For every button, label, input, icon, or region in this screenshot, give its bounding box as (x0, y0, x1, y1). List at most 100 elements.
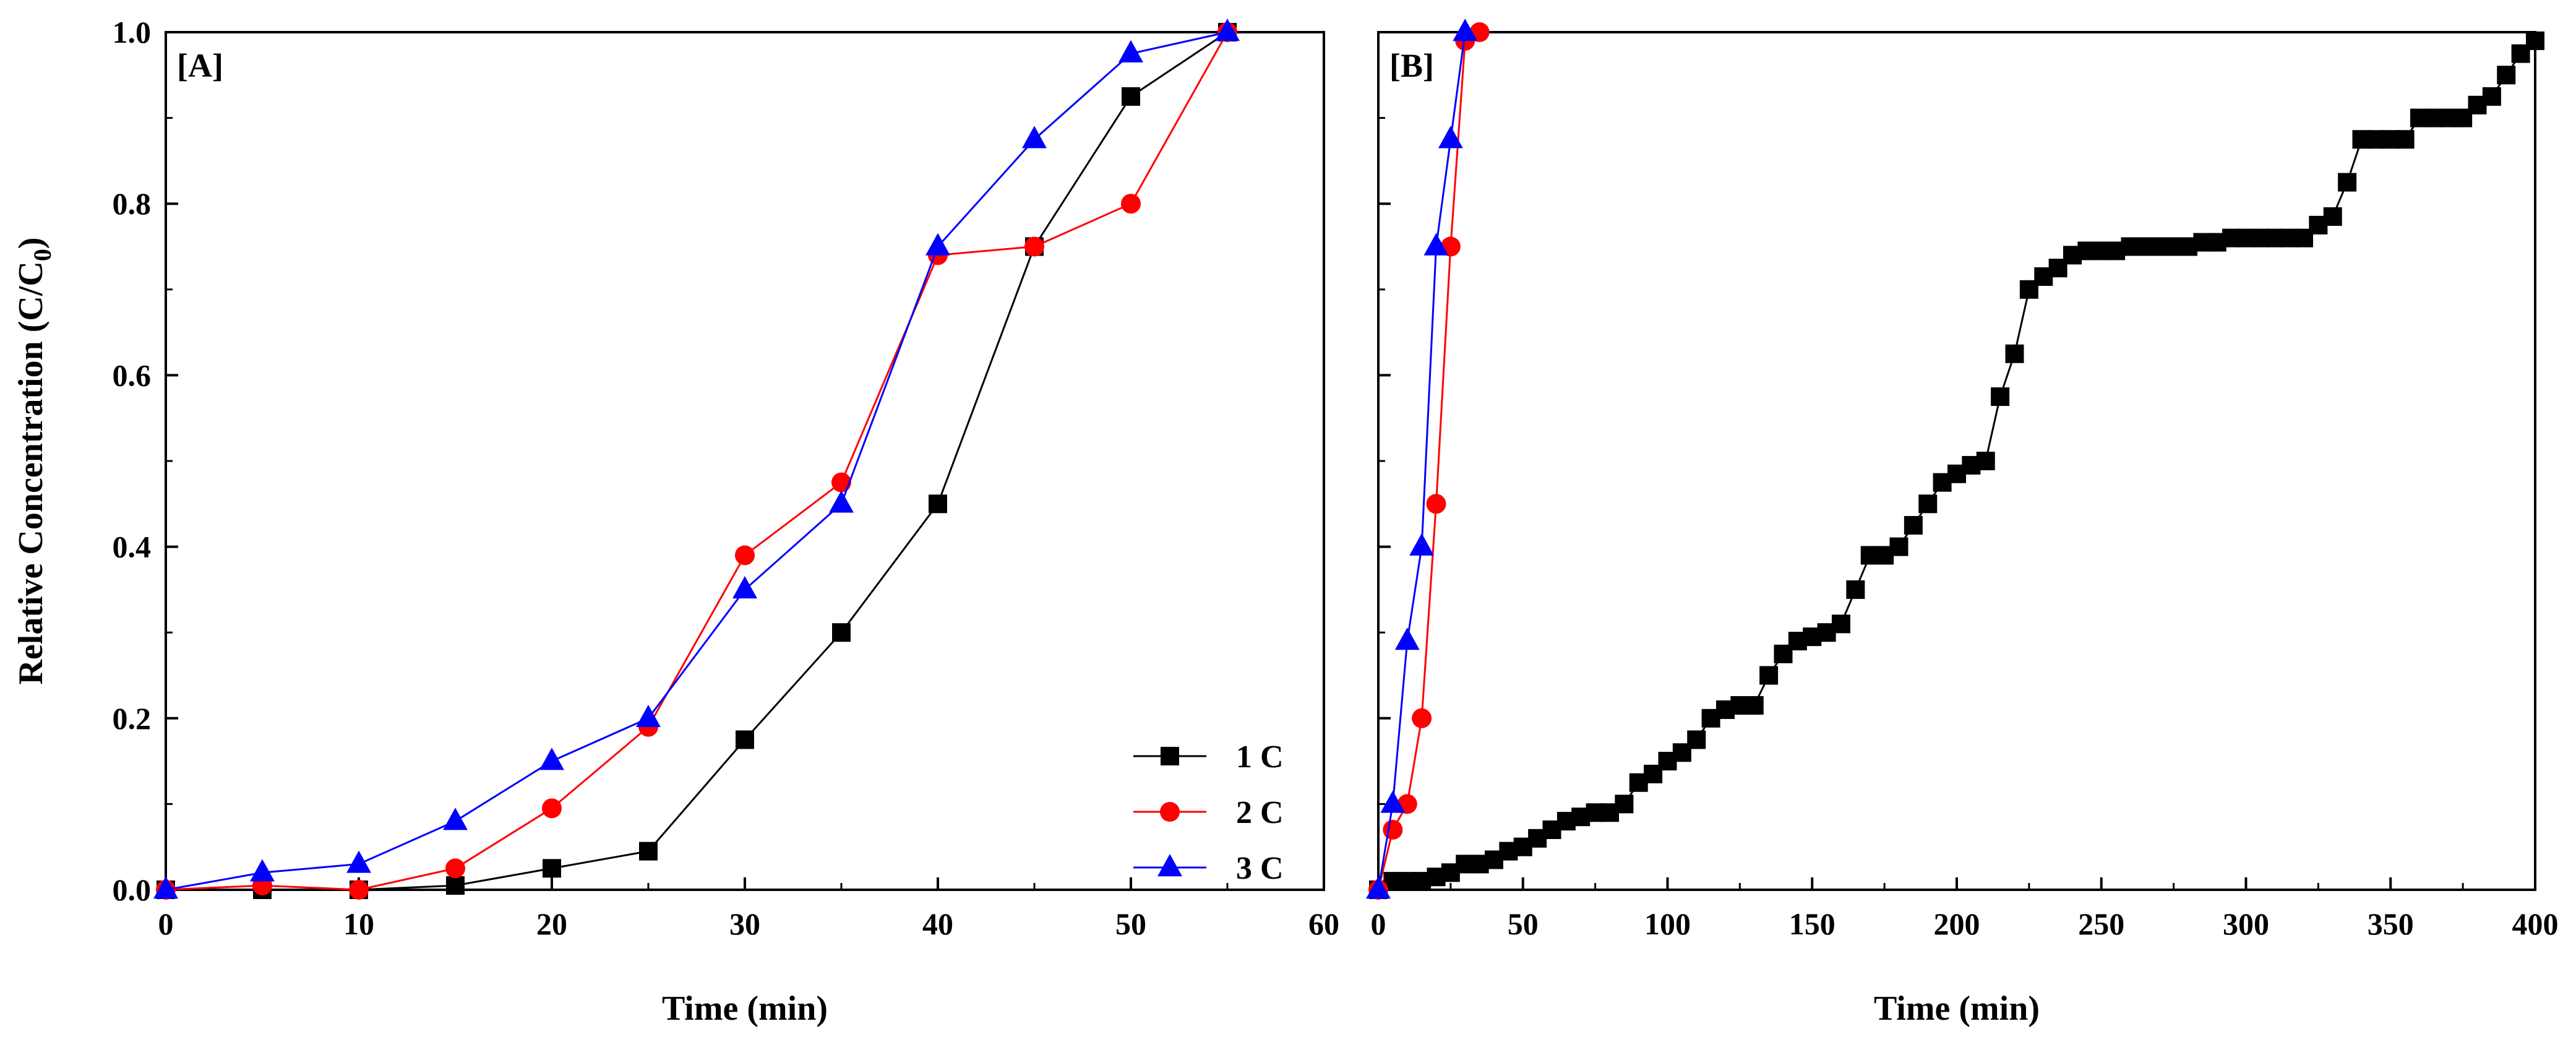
data-point-1c (2323, 207, 2342, 226)
data-point-1c (1846, 580, 1865, 599)
data-point-1c (1991, 387, 2010, 407)
x-tick-label: 100 (1644, 906, 1691, 941)
data-point-1c (1976, 452, 1995, 470)
data-point-3c (1118, 40, 1143, 62)
y-tick-label: 0.0 (113, 872, 152, 907)
data-point-3c (925, 233, 950, 256)
y-tick-label: 0.2 (113, 701, 152, 736)
data-point-1c (2497, 66, 2516, 85)
data-point-3c (1453, 19, 1478, 41)
x-axis-title: Time (min) (1874, 989, 2040, 1028)
data-point-3c (1380, 790, 1406, 813)
data-point-1c (1745, 696, 1764, 715)
series-1c-a (157, 23, 1237, 899)
data-point-2c (1383, 819, 1403, 840)
data-point-3c (636, 704, 661, 728)
data-point-3c (1438, 126, 1463, 149)
series-3c-b (1366, 19, 1478, 899)
x-tick-label: 0 (158, 906, 174, 941)
panel-a: 0 10 20 30 40 50 60 0.0 0.2 0.4 0.6 0.8 1.0 Time (min… (12, 15, 1339, 1028)
series-line-2c (165, 32, 1229, 891)
data-point-3c (250, 859, 275, 882)
series-2c-b (1368, 22, 1490, 900)
data-point-1c (1889, 537, 1908, 556)
x-tick-label: 50 (1508, 906, 1539, 941)
data-point-1c (1122, 87, 1140, 106)
plot-frame (1377, 31, 2536, 891)
data-point-3c (1423, 233, 1449, 256)
data-point-2c (1412, 708, 1432, 728)
y-tick-label: 0.8 (113, 186, 152, 221)
data-point-1c (446, 876, 465, 895)
data-point-1c (1759, 666, 1779, 685)
data-point-1c (639, 842, 658, 861)
series-3c-a (153, 19, 1240, 899)
x-axis-title: Time (min) (662, 989, 828, 1028)
data-point-1c (929, 494, 947, 514)
series-line-1c (166, 31, 1228, 891)
data-point-2c (542, 798, 562, 819)
x-tick-label: 50 (1115, 906, 1146, 941)
data-point-1c (543, 859, 561, 878)
data-point-1c (736, 730, 754, 749)
panel-label-a: [A] (177, 47, 223, 84)
data-point-1c (2526, 31, 2544, 50)
plot-frame (165, 31, 1325, 891)
data-point-1c (2005, 344, 2024, 363)
x-tick-label: 30 (729, 906, 760, 941)
x-tick-label: 200 (1934, 906, 1980, 941)
data-point-1c (2482, 87, 2501, 106)
data-point-3c (1366, 876, 1391, 899)
data-point-1c (832, 623, 851, 642)
series-line-2c (1377, 31, 1480, 890)
x-tick-label: 350 (2368, 906, 2414, 941)
data-point-2c (1024, 236, 1044, 257)
data-point-3c (732, 576, 757, 599)
legend-marker-2c (1160, 802, 1180, 822)
data-point-1c (1904, 515, 1923, 535)
x-tick-label: 10 (343, 906, 374, 941)
legend: 1 C 2 C 3 C (1133, 739, 1284, 886)
x-tick-label: 150 (1789, 906, 1835, 941)
data-point-1c (2338, 173, 2357, 192)
data-point-1c (1832, 614, 1850, 634)
legend-label-1c: 1 C (1236, 739, 1284, 775)
y-tick-label: 1.0 (113, 15, 152, 50)
x-tick-label: 300 (2223, 906, 2269, 941)
data-point-3c (153, 876, 178, 899)
legend-marker-1c (1161, 747, 1179, 765)
data-point-2c (1426, 494, 1446, 514)
x-tick-label: 250 (2078, 906, 2124, 941)
legend-label-2c: 2 C (1236, 795, 1284, 830)
data-point-3c (1215, 19, 1240, 41)
data-point-2c (831, 472, 851, 493)
x-tick-label: 40 (922, 906, 953, 941)
data-point-1c (2395, 130, 2415, 149)
data-point-1c (1615, 794, 1634, 814)
data-point-3c (443, 807, 468, 830)
data-point-3c (1022, 126, 1047, 149)
series-2c-a (156, 22, 1237, 900)
series-line-3c (165, 31, 1228, 891)
legend-label-3c: 3 C (1236, 851, 1284, 886)
data-point-2c (445, 858, 465, 879)
data-point-2c (1121, 194, 1141, 214)
data-point-3c (346, 850, 371, 873)
data-point-1c (1687, 730, 1706, 749)
data-point-2c (735, 545, 755, 566)
data-point-1c (1918, 494, 1938, 514)
x-tick-label: 60 (1308, 906, 1339, 941)
x-tick-label: 20 (536, 906, 567, 941)
series-1c-b (1369, 31, 2544, 899)
panel-b: 0 50 100 150 200 250 300 350 400 Time (min) [B] (1366, 19, 2559, 1028)
data-point-3c (829, 490, 854, 513)
y-axis-title: Relative Concentration (C/C0) (12, 238, 56, 685)
x-tick-label: 0 (1371, 906, 1386, 941)
data-point-3c (1394, 627, 1420, 650)
y-tick-label: 0.4 (113, 530, 152, 564)
data-point-2c (349, 880, 369, 900)
y-tick-label: 0.6 (113, 358, 152, 392)
x-tick-label: 400 (2512, 906, 2559, 941)
data-point-3c (1409, 533, 1435, 556)
